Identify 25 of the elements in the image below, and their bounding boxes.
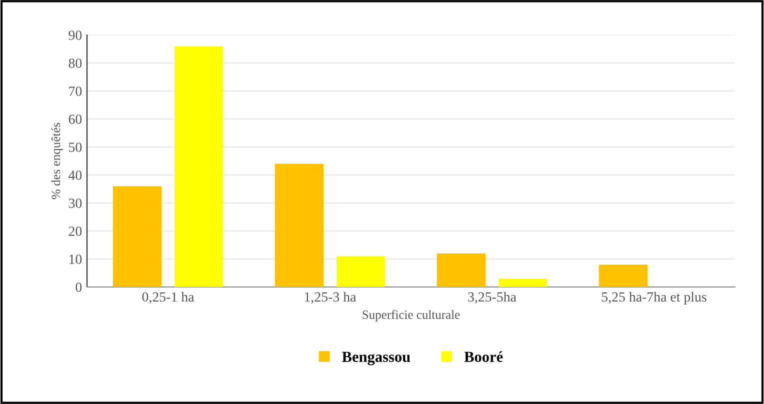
y-tick-label: 60 — [68, 114, 82, 124]
y-tick-label: 30 — [68, 198, 82, 208]
bar — [112, 186, 162, 287]
x-axis-title: Superficie culturale — [362, 310, 460, 322]
x-tick-label: 5,25 ha-7ha et plus — [602, 292, 706, 304]
x-tick-label: 0,25-1 ha — [142, 292, 194, 304]
y-tick-label: 90 — [68, 30, 82, 40]
y-tick-label: 50 — [69, 142, 82, 152]
bar — [174, 46, 224, 287]
legend-label: Bengassou — [342, 352, 410, 366]
y-tick-label: 70 — [69, 86, 82, 96]
y-tick-label: 80 — [68, 58, 82, 68]
bar — [274, 164, 324, 287]
y-tick-label: 20 — [68, 226, 82, 236]
y-tick-label: 10 — [69, 254, 82, 264]
bar — [336, 256, 386, 287]
y-tick-label: 0 — [76, 282, 82, 292]
x-tick-label: 1,25-3 ha — [304, 292, 356, 304]
bar — [598, 264, 648, 287]
bar — [436, 253, 486, 287]
legend-label: Booré — [464, 351, 503, 362]
x-tick-label: 3,25-5ha — [468, 292, 516, 304]
bar — [498, 278, 548, 287]
y-tick-label: 40 — [68, 170, 82, 180]
y-axis-title: % des enquêtés — [51, 122, 63, 200]
